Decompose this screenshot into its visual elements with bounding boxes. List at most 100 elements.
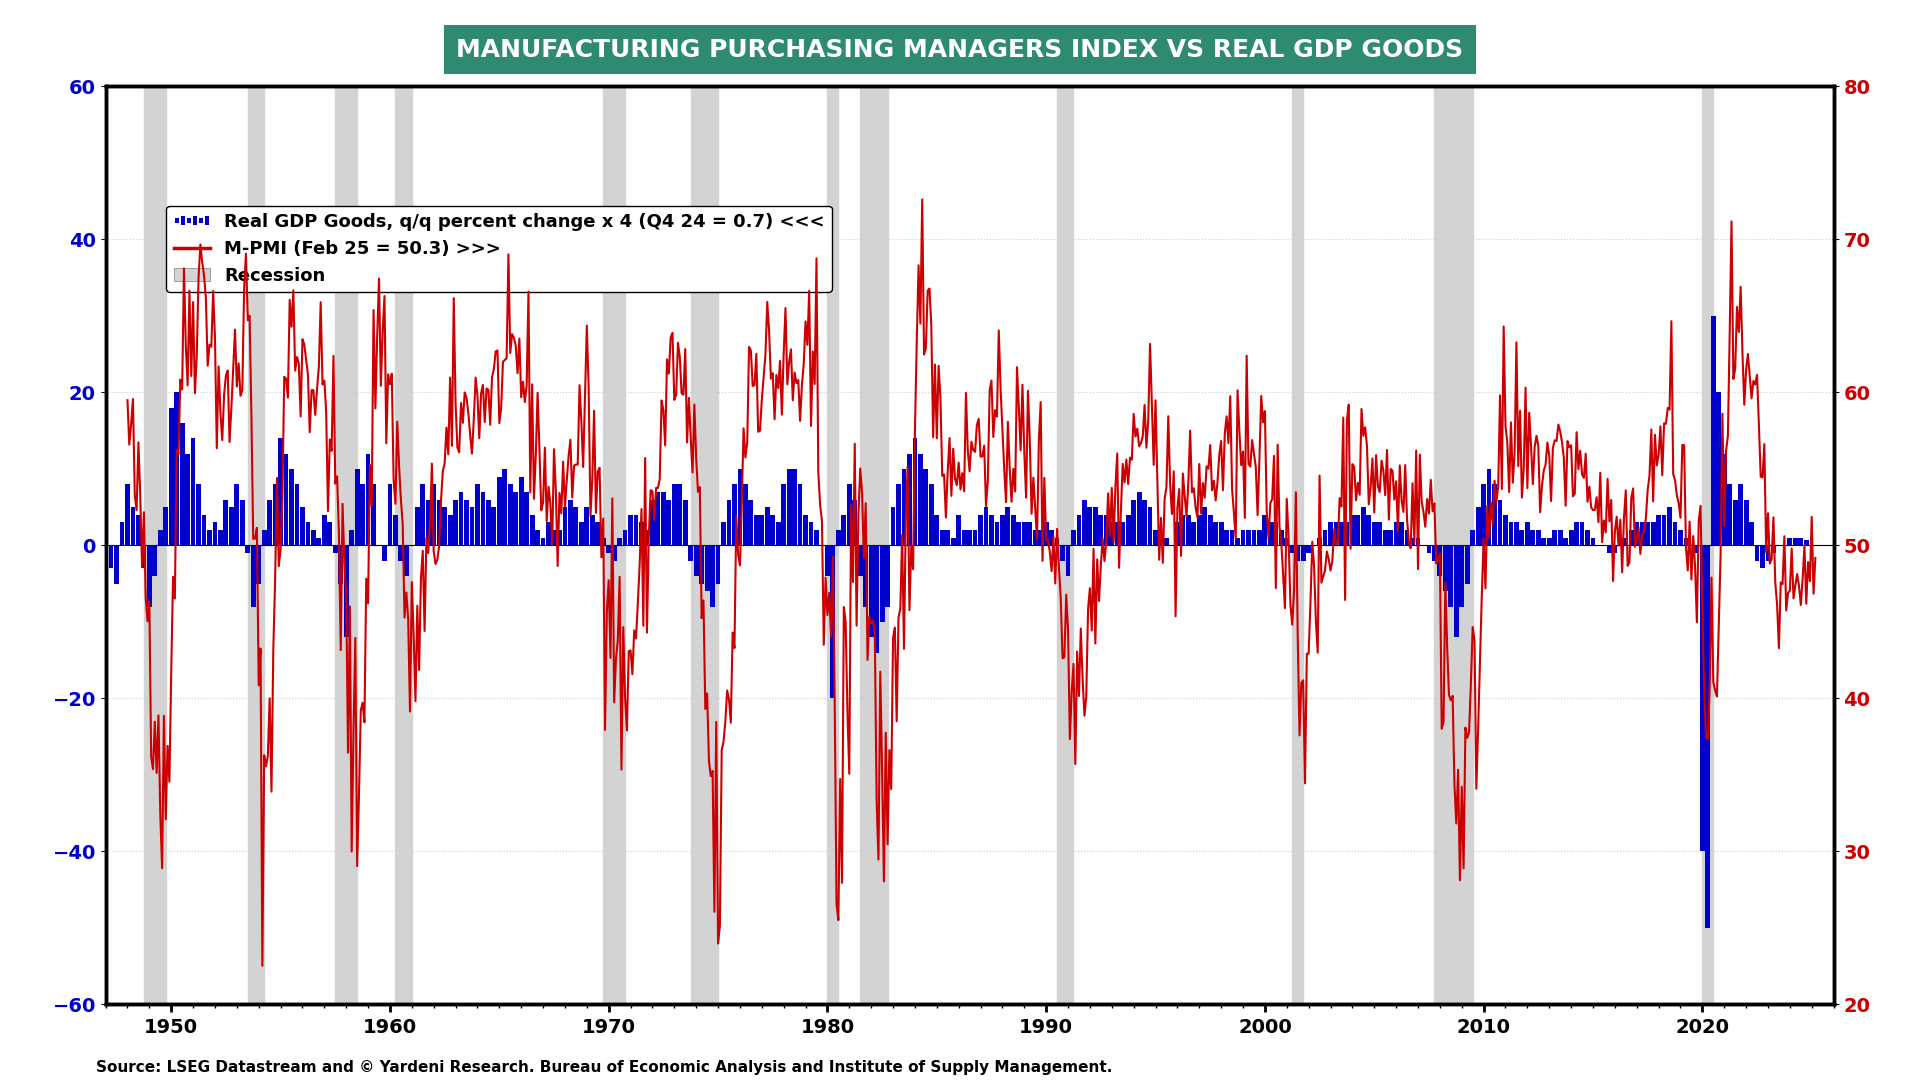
Bar	[144, 86, 165, 1004]
Bar	[607, 545, 611, 553]
Bar	[1077, 515, 1081, 545]
Bar	[1524, 523, 1530, 545]
Bar	[300, 508, 305, 545]
Bar	[152, 545, 157, 576]
Bar	[1196, 515, 1202, 545]
Bar	[541, 538, 545, 545]
Bar	[1548, 538, 1551, 545]
Bar	[1175, 523, 1179, 545]
Bar	[687, 545, 693, 561]
Bar	[223, 499, 228, 545]
Bar	[518, 476, 524, 545]
Bar	[950, 538, 956, 545]
Bar	[1695, 545, 1699, 553]
Text: Source: LSEG Datastream and © Yardeni Research. Bureau of Economic Analysis and : Source: LSEG Datastream and © Yardeni Re…	[96, 1059, 1112, 1075]
Bar	[589, 515, 595, 545]
Bar	[1530, 530, 1536, 545]
Bar	[1058, 86, 1073, 1004]
Bar	[1110, 523, 1114, 545]
Bar	[1415, 538, 1421, 545]
Bar	[551, 530, 557, 545]
Bar	[109, 545, 113, 568]
Bar	[246, 545, 250, 553]
Bar	[1651, 523, 1655, 545]
Bar	[169, 407, 173, 545]
Bar	[1732, 499, 1738, 545]
Bar	[1131, 499, 1137, 545]
Bar	[716, 545, 720, 583]
Bar	[1613, 545, 1617, 553]
Bar	[935, 515, 939, 545]
Bar	[240, 499, 244, 545]
Bar	[601, 538, 605, 545]
Bar	[1229, 530, 1235, 545]
Bar	[1225, 530, 1229, 545]
Bar	[213, 523, 217, 545]
Bar	[267, 499, 273, 545]
Bar	[228, 508, 234, 545]
Bar	[1542, 538, 1546, 545]
Bar	[684, 499, 687, 545]
Bar	[202, 515, 207, 545]
Bar	[399, 545, 403, 561]
Bar	[1164, 538, 1169, 545]
Bar	[1471, 530, 1475, 545]
Bar	[989, 515, 995, 545]
Bar	[1628, 530, 1634, 545]
Bar	[860, 86, 887, 1004]
Bar	[1394, 523, 1398, 545]
Bar	[524, 491, 530, 545]
Bar	[432, 484, 436, 545]
Bar	[1400, 523, 1404, 545]
Bar	[1083, 499, 1087, 545]
Bar	[1711, 315, 1716, 545]
Bar	[995, 523, 998, 545]
Bar	[1137, 491, 1142, 545]
Bar	[394, 515, 397, 545]
Bar	[760, 515, 764, 545]
Bar	[574, 508, 578, 545]
Bar	[1509, 523, 1513, 545]
Bar	[1624, 538, 1628, 545]
Bar	[1273, 523, 1279, 545]
Bar	[793, 469, 797, 545]
Bar	[1296, 545, 1300, 561]
Bar	[1116, 523, 1119, 545]
Bar	[977, 515, 983, 545]
Bar	[1060, 545, 1066, 561]
Bar	[459, 491, 463, 545]
Bar	[1607, 545, 1611, 553]
Bar	[415, 508, 420, 545]
Bar	[628, 515, 634, 545]
Bar	[1480, 484, 1486, 545]
Bar	[184, 454, 190, 545]
Bar	[808, 523, 814, 545]
Bar	[157, 530, 163, 545]
Bar	[973, 530, 977, 545]
Bar	[1267, 523, 1273, 545]
Bar	[1716, 392, 1720, 545]
Bar	[1098, 515, 1104, 545]
Bar	[1388, 530, 1394, 545]
Bar	[328, 523, 332, 545]
Bar	[1338, 523, 1344, 545]
Bar	[442, 508, 447, 545]
Bar	[584, 508, 589, 545]
Bar	[1409, 538, 1415, 545]
Bar	[1071, 530, 1075, 545]
Bar	[1334, 523, 1338, 545]
Bar	[480, 491, 486, 545]
Bar	[1551, 530, 1557, 545]
Bar	[1240, 530, 1246, 545]
Bar	[447, 515, 453, 545]
Bar	[1016, 523, 1021, 545]
Bar	[436, 499, 442, 545]
Bar	[142, 545, 146, 568]
Bar	[726, 499, 732, 545]
Bar	[1373, 523, 1377, 545]
Bar	[941, 530, 945, 545]
Bar	[1444, 545, 1448, 591]
Bar	[1755, 545, 1759, 561]
Bar	[732, 484, 737, 545]
Bar	[1202, 508, 1208, 545]
